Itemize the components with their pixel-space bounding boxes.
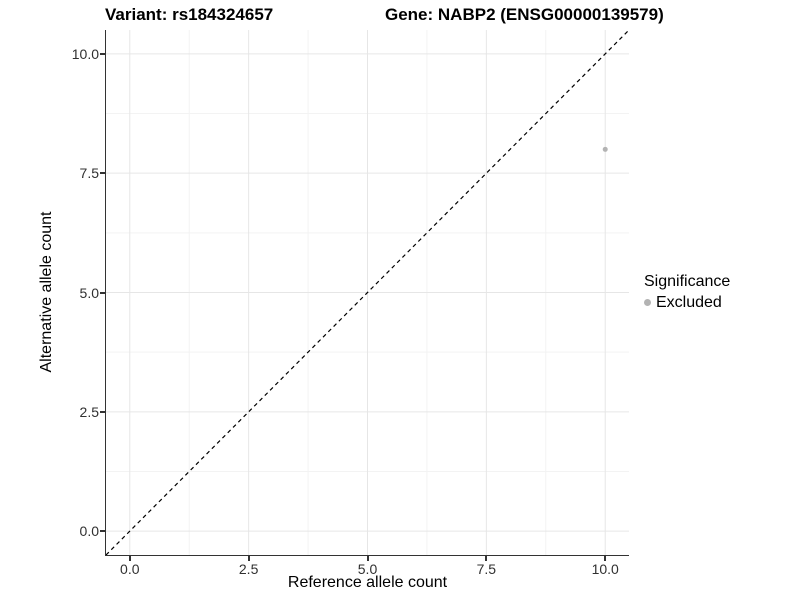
y-tick-mark bbox=[100, 410, 105, 413]
x-tick-label: 0.0 bbox=[120, 561, 140, 577]
x-tick-label: 7.5 bbox=[476, 561, 497, 577]
x-tick-mark bbox=[366, 556, 369, 561]
y-tick-label: 0.0 bbox=[79, 523, 99, 540]
y-tick-mark bbox=[100, 52, 105, 55]
y-tick-mark bbox=[100, 291, 105, 294]
data-point-excluded bbox=[602, 146, 608, 152]
x-tick-mark bbox=[485, 556, 488, 561]
plot-title-variant: Variant: rs184324657 bbox=[105, 5, 274, 24]
legend-key-circle-icon bbox=[644, 299, 651, 306]
y-axis-title: Alternative allele count bbox=[38, 211, 55, 373]
plot-title-gene: Gene: NABP2 (ENSG00000139579) bbox=[385, 5, 664, 24]
x-tick-mark bbox=[128, 556, 131, 561]
x-axis-title: Reference allele count bbox=[287, 574, 448, 591]
plot-area-svg bbox=[106, 30, 629, 555]
y-tick-label: 2.5 bbox=[79, 403, 99, 420]
legend-title: Significance bbox=[644, 273, 731, 290]
x-tick-label: 2.5 bbox=[238, 561, 259, 577]
y-tick-label: 5.0 bbox=[79, 284, 99, 301]
legend-item-excluded: Excluded bbox=[644, 293, 730, 312]
plot-panel bbox=[105, 30, 629, 556]
legend: Significance Excluded bbox=[644, 272, 730, 312]
y-tick-label: 10.0 bbox=[71, 45, 99, 62]
y-tick-mark bbox=[100, 530, 105, 533]
x-tick-mark bbox=[604, 556, 607, 561]
legend-item-label: Excluded bbox=[656, 294, 722, 311]
x-tick-label: 10.0 bbox=[591, 561, 619, 577]
y-tick-label: 7.5 bbox=[79, 165, 99, 182]
x-tick-mark bbox=[247, 556, 250, 561]
identity-dashed-line bbox=[106, 30, 629, 555]
x-tick-label: 5.0 bbox=[357, 561, 378, 577]
y-tick-mark bbox=[100, 172, 105, 175]
